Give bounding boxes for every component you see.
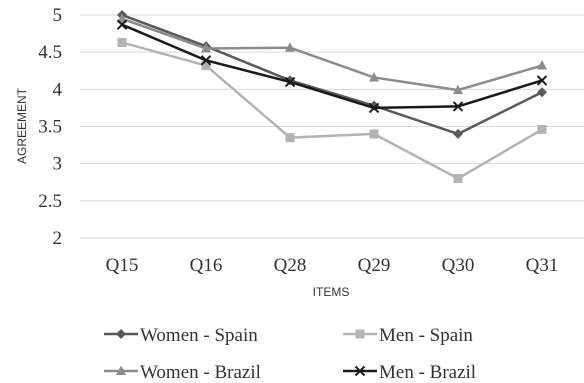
series-0 (117, 10, 547, 139)
data-point (201, 61, 211, 71)
data-point (117, 38, 127, 48)
data-point (369, 71, 379, 82)
data-point (453, 174, 463, 184)
gridlines (80, 14, 584, 239)
series-line (121, 17, 543, 92)
series-1 (117, 38, 547, 184)
y-tick-label: 4 (53, 79, 63, 100)
data-point (116, 19, 128, 30)
data-point (453, 128, 463, 139)
x-tick-label: Q16 (190, 255, 223, 276)
y-tick-label: 2 (53, 228, 63, 249)
legend-label: Men - Brazil (379, 362, 476, 383)
y-axis-title: AGREEMENT (15, 87, 29, 164)
x-tick-label: Q28 (274, 255, 307, 276)
data-point (536, 75, 548, 86)
legend: Women - Spain Men - Spain Women - Brazil Me… (104, 325, 476, 383)
data-point (201, 42, 211, 53)
legend-marker (354, 365, 366, 377)
data-point (537, 60, 547, 70)
y-tick-label: 4.5 (38, 42, 62, 63)
x-tick-label: Q30 (442, 255, 475, 276)
series-layer (116, 10, 548, 184)
x-tick-label: Q15 (106, 255, 139, 276)
x-tick-label: Q31 (526, 255, 559, 276)
y-tick-label: 3.5 (38, 117, 62, 138)
legend-label: Women - Brazil (140, 362, 261, 383)
data-point (284, 76, 296, 88)
legend-item: Men - Brazil (343, 362, 476, 383)
y-tick-label: 5 (53, 5, 63, 26)
series-line (121, 41, 543, 180)
data-point (537, 124, 547, 134)
y-tick-label: 2.5 (38, 191, 62, 212)
data-point (369, 129, 379, 139)
legend-item: Men - Spain (343, 325, 473, 346)
data-point (452, 101, 464, 112)
series-2 (117, 13, 547, 95)
data-point (453, 84, 463, 95)
legend-marker (116, 365, 126, 375)
legend-marker (355, 329, 365, 339)
data-point (368, 102, 380, 114)
y-tick-label: 3 (53, 154, 63, 175)
y-axis-ticks: 2 2.5 3 3.5 4 4.5 5 (38, 5, 62, 249)
data-point (285, 133, 295, 143)
series-3 (116, 19, 548, 114)
series-line (121, 13, 543, 136)
legend-label: Men - Spain (379, 325, 473, 346)
series-line (121, 23, 543, 110)
x-tick-label: Q29 (358, 255, 391, 276)
data-point (285, 42, 295, 52)
x-axis-title: ITEMS (313, 285, 350, 299)
data-point (200, 55, 212, 66)
x-axis-ticks: Q15 Q16 Q28 Q29 Q30 Q31 (106, 255, 559, 276)
legend-label: Women - Spain (140, 325, 258, 346)
legend-item: Women - Spain (104, 325, 258, 346)
data-point (537, 87, 547, 98)
legend-marker (116, 329, 126, 339)
data-point (117, 13, 127, 23)
legend-item: Women - Brazil (104, 362, 261, 383)
